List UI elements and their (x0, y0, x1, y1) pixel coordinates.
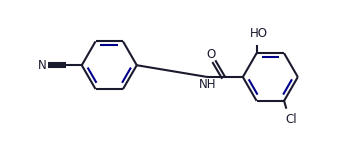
Text: O: O (207, 48, 216, 61)
Text: N: N (38, 59, 47, 72)
Text: HO: HO (250, 27, 267, 40)
Text: NH: NH (199, 78, 216, 91)
Text: Cl: Cl (285, 113, 297, 126)
